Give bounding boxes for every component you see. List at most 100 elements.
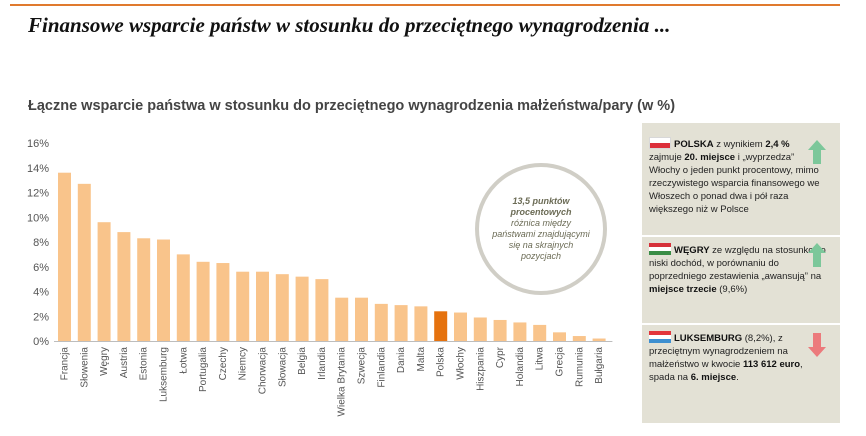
annotation-line-1: 13,5 punktów — [512, 196, 570, 206]
bar — [236, 271, 250, 341]
x-category-label: Szwecja — [357, 347, 368, 385]
bar — [473, 317, 487, 341]
y-tick-label: 0% — [33, 336, 49, 348]
x-category-label: Niemcy — [238, 347, 249, 380]
y-tick-label: 4% — [33, 287, 49, 299]
poland-value: 2,4 % — [765, 139, 790, 150]
x-category-label: Łotwa — [178, 347, 189, 374]
poland-rank: 20. miejsce — [684, 152, 736, 163]
x-category-label: Dania — [396, 347, 407, 374]
hungary-text-2: (9,6%) — [716, 284, 748, 295]
x-category-label: Grecja — [555, 347, 566, 377]
panel-separator — [642, 323, 840, 325]
bar — [553, 332, 566, 341]
poland-text-2: zajmuje — [649, 152, 685, 163]
x-category-label: Hiszpania — [475, 347, 486, 391]
panel-separator — [642, 235, 840, 237]
luxembourg-flag-icon — [649, 331, 671, 343]
luxembourg-text-3: . — [736, 372, 739, 383]
hungary-flag-icon — [649, 243, 671, 255]
hungary-text-1: ze względu na stosunkowo niski dochód, w… — [649, 245, 826, 282]
difference-annotation: 13,5 punktów procentowych różnica między… — [475, 163, 607, 295]
bar — [335, 297, 349, 341]
poland-flag-icon — [649, 137, 671, 149]
x-category-label: Irlandia — [317, 347, 328, 380]
x-category-label: Malta — [416, 347, 427, 372]
commentary-panel: POLSKA z wynikiem 2,4 % zajmuje 20. miej… — [642, 123, 840, 423]
hungary-country: WĘGRY — [674, 245, 710, 256]
x-category-label: Finlandia — [376, 347, 387, 388]
bar-chart: 0% 2% 4% 6% 8% 10% 12% 14% 16% Francja Słowenia Węg… — [27, 138, 613, 417]
annotation-line-6: pozycjach — [520, 251, 562, 261]
y-tick-label: 8% — [33, 237, 49, 249]
x-category-label: Litwa — [535, 347, 546, 371]
bar — [513, 322, 527, 341]
x-category-label: Słowenia — [79, 347, 90, 388]
bar — [97, 222, 111, 341]
poland-text-3: i „wyprzedza” Włochy o jeden punkt proce… — [649, 152, 820, 215]
bar — [196, 261, 210, 341]
bar — [216, 263, 230, 341]
bar — [315, 279, 329, 341]
annotation-line-4: państwami znajdującymi — [492, 229, 590, 239]
bar — [295, 276, 309, 341]
x-category-label: Chorwacja — [258, 347, 269, 395]
luxembourg-rank: 6. miejsce — [690, 372, 737, 383]
bar — [434, 311, 448, 341]
x-category-label: Austria — [119, 347, 130, 379]
annotation-line-3: różnica między — [510, 218, 572, 228]
y-tick-label: 2% — [33, 311, 49, 323]
x-category-label: Cypr — [495, 346, 506, 368]
x-category-label: Francja — [60, 347, 71, 381]
y-tick-label: 12% — [27, 188, 49, 200]
x-category-label: Polska — [436, 347, 447, 377]
bar — [493, 319, 507, 341]
x-category-label: Holandia — [515, 347, 526, 387]
x-category-label: Bułgaria — [594, 347, 605, 384]
luxembourg-country: LUKSEMBURG — [674, 333, 743, 344]
poland-country: POLSKA — [674, 139, 714, 150]
x-category-label: Węgry — [99, 347, 110, 376]
chart-title: Łączne wsparcie państwa w stosunku do pr… — [28, 98, 676, 114]
bar — [275, 274, 289, 341]
x-category-label: Słowacja — [277, 347, 288, 387]
bar — [533, 324, 547, 341]
down-arrow-icon — [808, 333, 826, 357]
up-arrow-icon — [808, 140, 826, 164]
y-tick-label: 14% — [27, 163, 49, 175]
bar — [355, 297, 368, 341]
bar — [256, 271, 269, 341]
annotation-line-2: procentowych — [510, 207, 572, 217]
bar — [374, 303, 388, 341]
x-category-label: Wielka Brytania — [337, 347, 348, 417]
luxembourg-text-1: (8,2%), z przeciętnym wynagrodzeniem na … — [649, 333, 788, 370]
top-rule — [10, 4, 840, 6]
bar — [58, 172, 71, 341]
poland-note: POLSKA z wynikiem 2,4 % zajmuje 20. miej… — [649, 137, 827, 216]
y-tick-label: 16% — [27, 138, 49, 150]
bar — [77, 183, 91, 341]
luxembourg-note: LUKSEMBURG (8,2%), z przeciętnym wynagro… — [649, 331, 827, 384]
up-arrow-icon — [808, 243, 826, 267]
x-category-label: Włochy — [456, 347, 467, 380]
hungary-rank: miejsce trzecie — [649, 284, 717, 295]
x-category-label: Estonia — [139, 347, 150, 381]
bar — [117, 232, 131, 341]
poland-text-1: z wynikiem — [713, 139, 766, 150]
hungary-note: WĘGRY ze względu na stosunkowo niski doc… — [649, 243, 827, 296]
luxembourg-amount: 113 612 euro — [742, 359, 801, 370]
x-category-label: Rumunia — [574, 347, 585, 387]
x-category-label: Luksemburg — [159, 347, 170, 402]
y-tick-label: 6% — [33, 262, 49, 274]
x-category-label: Portugalia — [198, 347, 209, 392]
slide-title: Finansowe wsparcie państw w stosunku do … — [28, 13, 671, 37]
annotation-line-5: się na skrajnych — [508, 240, 574, 250]
bar — [157, 239, 170, 341]
bar — [414, 306, 428, 341]
luxembourg-text-2: , spada na — [649, 359, 803, 383]
bar — [176, 254, 190, 341]
bar — [454, 312, 467, 341]
x-category-label: Belgia — [297, 347, 308, 375]
x-category-label: Czechy — [218, 347, 229, 380]
bar — [137, 238, 151, 341]
